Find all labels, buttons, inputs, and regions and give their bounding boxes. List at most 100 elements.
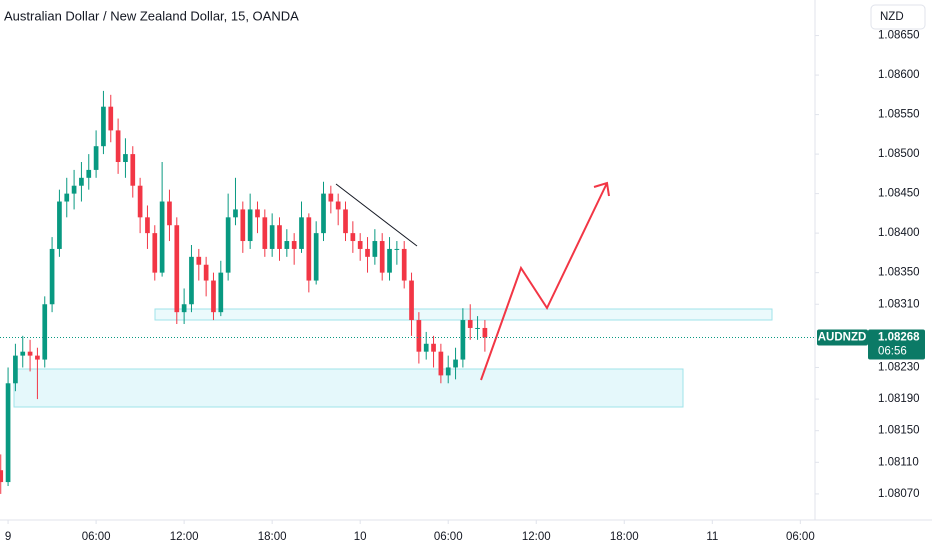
candles bbox=[0, 90, 488, 494]
y-tick-label: 1.08500 bbox=[878, 148, 920, 160]
y-tick-label: 1.08450 bbox=[878, 188, 920, 200]
candle-body bbox=[181, 304, 187, 313]
candle-body bbox=[453, 359, 458, 368]
y-tick-label: 1.08070 bbox=[878, 488, 920, 500]
candle-body bbox=[409, 280, 414, 321]
x-tick-label: 10 bbox=[354, 531, 367, 543]
candle-body bbox=[108, 106, 114, 131]
candle-body bbox=[372, 241, 378, 257]
x-tick-label: 18:00 bbox=[258, 531, 287, 543]
x-tick-label: 06:00 bbox=[434, 531, 463, 543]
candle-body bbox=[145, 217, 150, 234]
y-tick-label: 1.08350 bbox=[878, 267, 920, 279]
candle-body bbox=[335, 201, 341, 210]
candle-body bbox=[475, 327, 480, 329]
x-tick-label: 12:00 bbox=[170, 531, 199, 543]
candle-body bbox=[42, 304, 48, 360]
currency-label[interactable]: NZD bbox=[880, 11, 904, 23]
candle-body bbox=[174, 225, 180, 313]
candle-body bbox=[357, 241, 363, 249]
candle-body bbox=[482, 327, 488, 338]
y-tick-label: 1.08150 bbox=[878, 425, 920, 437]
candle-body bbox=[379, 241, 385, 273]
candle-body bbox=[20, 351, 26, 356]
x-tick-label: 9 bbox=[5, 531, 11, 543]
candle-body bbox=[115, 130, 121, 163]
candle-body bbox=[93, 146, 99, 170]
y-tick-label: 1.08400 bbox=[878, 227, 920, 239]
candle-body bbox=[423, 343, 429, 352]
projection-arrow bbox=[480, 181, 610, 381]
candle-body bbox=[0, 470, 4, 483]
candle-body bbox=[277, 225, 282, 249]
x-tick-label: 18:00 bbox=[610, 531, 639, 543]
candle-body bbox=[306, 217, 312, 281]
candle-body bbox=[137, 185, 143, 218]
candle-body bbox=[233, 209, 238, 218]
candle-body bbox=[431, 343, 436, 352]
candle-body bbox=[196, 256, 202, 265]
candle-body bbox=[247, 209, 253, 242]
currency-button[interactable]: NZD bbox=[870, 4, 926, 30]
chart-title: Australian Dollar / New Zealand Dollar, … bbox=[4, 8, 299, 23]
y-tick-label: 1.08310 bbox=[878, 298, 920, 310]
zone bbox=[154, 308, 773, 321]
y-tick-label: 1.08550 bbox=[878, 109, 920, 121]
candle-body bbox=[416, 320, 422, 352]
candle-body bbox=[240, 209, 246, 242]
candle-body bbox=[313, 233, 319, 281]
x-tick-label: 06:00 bbox=[82, 531, 111, 543]
symbol-label: AUDNZD bbox=[818, 331, 867, 343]
candle-body bbox=[460, 320, 466, 360]
candle-body bbox=[445, 367, 451, 376]
candle-body bbox=[343, 209, 348, 234]
candle-body bbox=[225, 217, 231, 273]
candle-body bbox=[86, 169, 92, 178]
candle-body bbox=[101, 106, 106, 147]
candle-body bbox=[13, 355, 18, 384]
candle-body bbox=[269, 225, 275, 249]
y-tick-label: 1.08110 bbox=[878, 456, 919, 468]
candle-body bbox=[255, 209, 260, 218]
candle-body bbox=[328, 193, 334, 202]
y-tick-label: 1.08190 bbox=[878, 393, 920, 405]
candle-body bbox=[5, 383, 11, 483]
candle-body bbox=[130, 154, 136, 186]
y-tick-label: 1.08650 bbox=[878, 30, 920, 42]
symbol-box bbox=[817, 329, 868, 346]
candle-body bbox=[211, 280, 216, 313]
candle-body bbox=[189, 256, 194, 305]
zone bbox=[13, 368, 684, 408]
countdown-label: 06:56 bbox=[878, 345, 907, 357]
candle-body bbox=[123, 154, 128, 163]
x-tick-label: 12:00 bbox=[522, 531, 551, 543]
candle-body bbox=[218, 272, 224, 313]
candle-body bbox=[57, 201, 62, 249]
candle-body bbox=[394, 248, 400, 250]
candle-body bbox=[284, 241, 290, 249]
candle-body bbox=[203, 264, 209, 281]
candle-body bbox=[438, 351, 444, 376]
currency-button-box[interactable] bbox=[870, 4, 926, 30]
candle-body bbox=[49, 248, 55, 305]
candle-body bbox=[64, 193, 70, 202]
candle-body bbox=[27, 351, 33, 356]
trend-line bbox=[335, 183, 418, 247]
candle-body bbox=[401, 248, 407, 281]
candle-body bbox=[291, 241, 297, 249]
candle-body bbox=[71, 185, 77, 194]
candle-body bbox=[299, 217, 304, 249]
candle-body bbox=[350, 233, 356, 242]
candle-body bbox=[365, 248, 370, 257]
last-price-box bbox=[868, 329, 925, 360]
x-tick-label: 06:00 bbox=[786, 531, 815, 543]
candle-body bbox=[167, 201, 172, 226]
candle-body bbox=[387, 248, 392, 273]
candle-body bbox=[79, 177, 84, 186]
candle-body bbox=[262, 217, 268, 249]
candle-body bbox=[467, 320, 473, 328]
last-price-label: 1.08268 bbox=[878, 331, 920, 343]
